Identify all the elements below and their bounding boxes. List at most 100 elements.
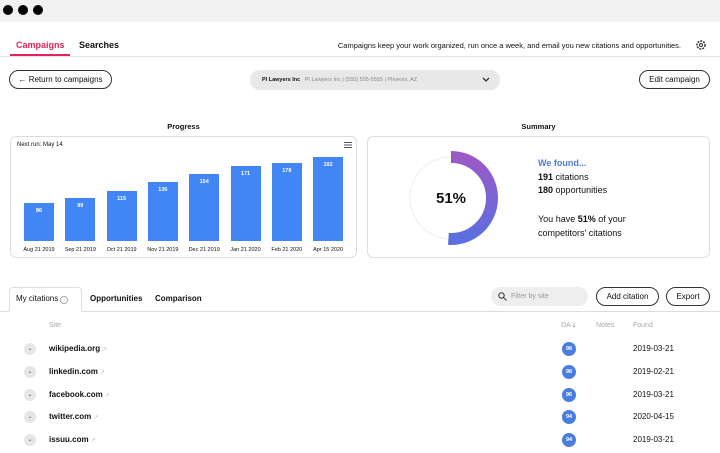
site-name: issuu.com <box>49 435 89 445</box>
count: 191 <box>538 172 554 182</box>
column-header: Site <box>49 322 62 329</box>
donut-arc <box>448 151 498 245</box>
site: facebook.com ↗ <box>49 390 110 399</box>
share: 51% <box>577 214 596 224</box>
bar <box>189 173 220 241</box>
bar <box>271 163 302 241</box>
found-date: 2019-03-21 <box>633 344 674 353</box>
progress-card: Next run: May 14 86 Aug 21 2019 99 Sep 21 2… <box>10 136 357 258</box>
edit-button[interactable]: Edit campaign <box>639 70 710 89</box>
table-tab[interactable]: Comparison <box>155 294 202 303</box>
tab-underline <box>10 54 70 56</box>
da-badge: 98 <box>562 342 576 356</box>
bar-label: 171 <box>240 171 251 178</box>
button-label: Return to campaigns <box>28 75 103 84</box>
settings-icon[interactable] <box>695 39 707 51</box>
bar-label: 154 <box>199 178 209 185</box>
external-link-icon: ↗ <box>90 438 96 445</box>
site-name: wikipedia.org <box>49 344 101 353</box>
tab-label: My citations <box>16 294 59 303</box>
donut-label: 51% <box>435 190 467 207</box>
x-tick-label: Nov 21 2019 <box>147 247 179 253</box>
x-tick-label: Feb 21 2020 <box>271 247 303 253</box>
bar-label: 99 <box>77 202 84 209</box>
placeholder: Filter by site <box>511 293 549 300</box>
found-date: 2019-03-21 <box>633 435 674 445</box>
bar <box>147 181 178 241</box>
site: issuu.com ↗ <box>49 435 96 444</box>
divider <box>0 56 720 57</box>
export-button[interactable]: Export <box>666 287 710 306</box>
header-label: DA <box>561 322 571 329</box>
nav-tab[interactable]: Campaigns <box>16 40 65 50</box>
found-date: 2019-03-21 <box>633 389 674 399</box>
x-tick-label: Oct 21 2019 <box>106 247 137 253</box>
bar <box>230 166 261 241</box>
found-date: 2020-04-15 <box>633 412 674 422</box>
button-label: Edit campaign <box>649 75 700 84</box>
bar-label: 192 <box>323 162 333 168</box>
count-label: citations <box>555 172 589 182</box>
column-header[interactable]: DA ↓ <box>561 322 576 329</box>
bar <box>106 190 137 241</box>
text: of your competitors' citations <box>538 214 626 238</box>
opportunities-count: 180 opportunities <box>538 185 607 195</box>
column-header: Found <box>633 322 653 329</box>
share-text: You have 51% of your competitors' citati… <box>538 212 638 240</box>
panel-title: Progress <box>167 122 200 131</box>
button-label: Add citation <box>606 292 649 301</box>
found-label: We found... <box>538 158 587 168</box>
expand-button: ⌄ <box>24 365 36 378</box>
window-bar <box>0 0 720 22</box>
menu-icon[interactable] <box>344 142 352 148</box>
bar <box>65 197 96 241</box>
x-tick-label: Apr 15 2020 <box>313 247 344 253</box>
window-controls <box>3 5 43 15</box>
table-tab[interactable]: My citations i <box>16 294 68 304</box>
external-link-icon: ↗ <box>102 347 108 353</box>
campaign-details: PI Lawyers Inc | (555) 555-5555 | Phoeni… <box>304 77 418 83</box>
summary-card: 51% We found... 191 citations 180 opport… <box>367 136 710 258</box>
chevron <box>482 77 490 82</box>
bar-label: 136 <box>158 186 168 193</box>
expand-button: ⌄ <box>24 343 36 355</box>
back-button[interactable]: ← Return to campaigns <box>9 70 112 89</box>
campaign-select[interactable]: PI Lawyers Inc PI Lawyers Inc | (555) 55… <box>250 70 500 90</box>
expand-button: ⌄ <box>24 388 36 401</box>
column-header: Notes <box>596 322 615 329</box>
x-tick-label: Aug 21 2019 <box>23 247 55 253</box>
bar-label: 86 <box>35 208 43 215</box>
site-name: twitter.com <box>49 412 92 422</box>
expand-button: ⌄ <box>24 411 36 424</box>
da-badge: 94 <box>562 410 576 425</box>
search-icon <box>498 292 507 301</box>
da-badge: 98 <box>562 364 576 379</box>
count-label: opportunities <box>555 185 608 195</box>
site-name: facebook.com <box>49 389 103 399</box>
chart-subtitle: Next run: May 14 <box>17 142 63 148</box>
x-tick-label: Jan 21 2020 <box>230 247 261 253</box>
site: twitter.com ↗ <box>49 412 98 421</box>
table-tab[interactable]: Opportunities <box>90 294 143 303</box>
filter-input[interactable]: Filter by site <box>491 287 588 306</box>
text: You have <box>538 214 576 224</box>
add-button[interactable]: Add citation <box>596 287 659 306</box>
donut <box>409 151 498 245</box>
external-link-icon: ↗ <box>93 415 99 422</box>
panel-title: Summary <box>521 122 556 131</box>
external-link-icon: ↗ <box>104 392 110 399</box>
bar <box>313 157 344 241</box>
bar <box>24 203 54 241</box>
x-tick-label: Dec 21 2019 <box>188 247 220 253</box>
button-label: Export <box>676 292 700 301</box>
x-tick-label: Sep 21 2019 <box>64 247 96 253</box>
da-badge: 96 <box>562 387 576 402</box>
tab-box <box>9 287 82 312</box>
description: Campaigns keep your work organized, run … <box>337 41 681 50</box>
bar-label: 115 <box>117 195 127 202</box>
nav-tab[interactable]: Searches <box>79 40 120 50</box>
sort-arrow: ↓ <box>572 322 576 329</box>
info-icon: i <box>60 296 68 304</box>
bar-label: 178 <box>282 168 292 175</box>
